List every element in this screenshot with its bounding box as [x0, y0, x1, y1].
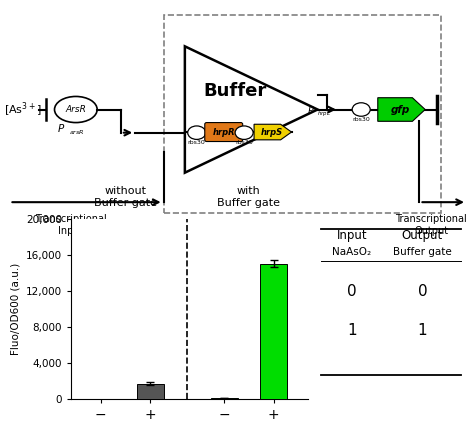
Polygon shape [378, 98, 425, 121]
Text: Transcriptional
Output: Transcriptional Output [395, 214, 467, 236]
Text: P: P [58, 124, 64, 134]
Y-axis label: Fluo/OD600 (a.u.): Fluo/OD600 (a.u.) [10, 263, 20, 355]
Bar [137, 384, 164, 399]
Ellipse shape [188, 126, 206, 139]
Ellipse shape [55, 97, 97, 123]
Bar [210, 398, 238, 399]
Text: hrpR: hrpR [212, 127, 235, 136]
Text: hrpS: hrpS [261, 127, 283, 136]
Text: Buffer: Buffer [203, 82, 266, 100]
Text: $_{arsR}$: $_{arsR}$ [69, 127, 85, 136]
Text: rbs30: rbs30 [352, 117, 370, 122]
FancyBboxPatch shape [205, 123, 243, 142]
Bar [164, 15, 441, 213]
Text: [As$^{3+}$]: [As$^{3+}$] [4, 100, 42, 119]
Text: Input: Input [337, 229, 367, 242]
Text: 0: 0 [347, 284, 357, 299]
Text: $_{hrpL}$: $_{hrpL}$ [317, 109, 330, 119]
Bar [260, 264, 287, 399]
Ellipse shape [235, 126, 253, 139]
Text: Transcriptional
Input: Transcriptional Input [35, 214, 107, 236]
Ellipse shape [352, 103, 370, 116]
Text: rbs30: rbs30 [188, 140, 206, 145]
Text: rbs30: rbs30 [235, 140, 253, 145]
Text: 1: 1 [347, 323, 357, 338]
Polygon shape [254, 124, 292, 140]
Text: NaAsO₂: NaAsO₂ [332, 247, 372, 257]
Text: Output: Output [401, 229, 443, 242]
Text: P: P [308, 106, 314, 116]
Text: gfp: gfp [391, 105, 410, 115]
Text: Buffer gate: Buffer gate [393, 247, 452, 257]
Text: 0: 0 [418, 284, 427, 299]
Text: 1: 1 [418, 323, 427, 338]
Text: with
Buffer gate: with Buffer gate [218, 186, 280, 208]
Text: without
Buffer gate: without Buffer gate [94, 186, 157, 208]
Text: ArsR: ArsR [65, 105, 86, 114]
